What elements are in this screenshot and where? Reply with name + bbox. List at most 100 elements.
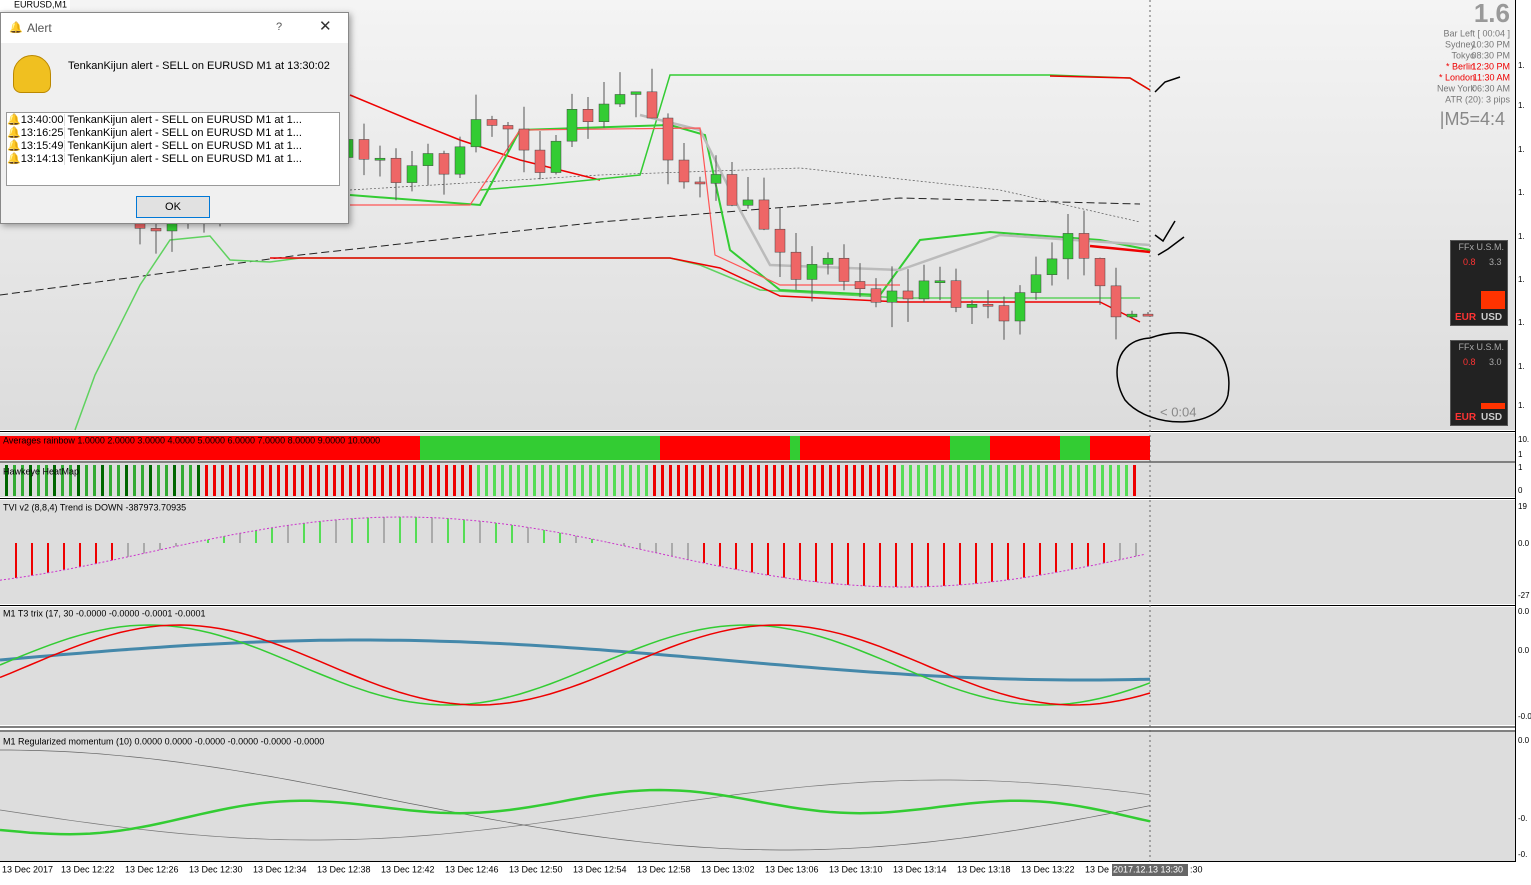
y-axis-label: 1.	[1518, 232, 1525, 241]
session-time: 10:30 PM	[1471, 39, 1510, 49]
rainbow-block	[710, 436, 720, 460]
candle	[806, 264, 818, 280]
rainbow-block	[1090, 436, 1100, 460]
y-axis-label: 1.	[1518, 275, 1525, 284]
candle	[662, 117, 674, 161]
heatmap-bar	[381, 465, 384, 496]
y-axis-label: -0.0	[1518, 712, 1531, 721]
rainbow-block	[50, 436, 60, 460]
heatmap-bar	[837, 465, 840, 496]
y-axis-label: 1.	[1518, 145, 1525, 154]
rainbow-block	[350, 436, 360, 460]
rainbow-block	[880, 436, 890, 460]
alert-list[interactable]: 🔔13:40:00 TenkanKijun alert - SELL on EUR…	[6, 112, 340, 186]
heatmap-bar	[709, 465, 712, 496]
x-axis-label: 13 Dec 12:58	[637, 864, 691, 874]
candle	[998, 305, 1010, 322]
heatmap-bar	[437, 465, 440, 496]
candle	[710, 174, 722, 184]
heatmap-bar	[549, 465, 552, 496]
y-axis-label: -0.	[1518, 814, 1527, 823]
x-axis-label: 13 Dec 12:42	[381, 864, 435, 874]
atr: ATR (20): 3 pips	[1445, 94, 1510, 104]
heatmap-bar	[1045, 465, 1048, 496]
heatmap-bar	[365, 465, 368, 496]
usm-widget: FFx U.S.M. 0.8 3.3 EUR USD	[1450, 240, 1508, 326]
rainbow-block	[160, 436, 170, 460]
heatmap-bar	[621, 465, 624, 496]
candle	[150, 228, 162, 232]
heatmap-bar	[157, 465, 160, 496]
x-tail: :30	[1190, 864, 1203, 874]
ok-button[interactable]: OK	[136, 196, 210, 218]
candle	[870, 288, 882, 303]
heatmap-bar	[653, 465, 656, 496]
heatmap-bar	[509, 465, 512, 496]
widget-quote: USD	[1481, 312, 1503, 323]
heatmap-bar	[69, 465, 72, 496]
x-axis-label: 13 Dec 12:46	[445, 864, 499, 874]
heatmap-bar	[637, 465, 640, 496]
row-time: 13:15:49	[20, 140, 64, 152]
heatmap-bar	[293, 465, 296, 496]
x-axis-label: 13 Dec 13:06	[765, 864, 819, 874]
row-text: TenkanKijun alert - SELL on EURUSD M1 at…	[63, 140, 302, 152]
x-axis-label: 13 Dec 12:30	[189, 864, 243, 874]
heatmap-bar	[813, 465, 816, 496]
rainbow-block	[120, 436, 130, 460]
candle	[966, 304, 978, 308]
rainbow-block	[510, 436, 520, 460]
rainbow-block	[990, 436, 1000, 460]
heatmap-bar	[237, 465, 240, 496]
rainbow-block	[60, 436, 70, 460]
usm-widget: FFx U.S.M. 0.8 3.0 EUR USD	[1450, 340, 1508, 426]
rainbow-block	[170, 436, 180, 460]
heatmap-bar	[933, 465, 936, 496]
heatmap-bar	[965, 465, 968, 496]
y-axis-label: 0.0	[1518, 539, 1530, 548]
rainbow-block	[630, 436, 640, 460]
heatmap-bar	[405, 465, 408, 496]
x-axis-label: 13 Dec 12:54	[573, 864, 627, 874]
bar-time: [ 00:04 ]	[1477, 28, 1510, 38]
indicator-label: TVI v2 (8,8,4) Trend is DOWN -387973.709…	[3, 502, 186, 512]
heatmap-bar	[1093, 465, 1096, 496]
heatmap-bar	[493, 465, 496, 496]
rainbow-block	[520, 436, 530, 460]
heatmap-bar	[397, 465, 400, 496]
candle	[470, 119, 482, 148]
heatmap-bar	[277, 465, 280, 496]
heatmap-bar	[461, 465, 464, 496]
rainbow-block	[800, 436, 810, 460]
heatmap-bar	[149, 465, 152, 496]
rainbow-block	[550, 436, 560, 460]
candle	[950, 280, 962, 308]
heatmap-bar	[261, 465, 264, 496]
rainbow-block	[930, 436, 940, 460]
close-button[interactable]: ✕	[319, 18, 332, 35]
candle	[518, 128, 530, 151]
heatmap-bar	[213, 465, 216, 496]
alert-message: TenkanKijun alert - SELL on EURUSD M1 at…	[68, 60, 330, 72]
heatmap-bar	[589, 465, 592, 496]
heatmap-bar	[133, 465, 136, 496]
help-button[interactable]: ?	[276, 21, 283, 33]
heatmap-bar	[1029, 465, 1032, 496]
heatmap-bar	[445, 465, 448, 496]
heatmap-bar	[45, 465, 48, 496]
heatmap-bar	[189, 465, 192, 496]
heatmap-bar	[685, 465, 688, 496]
mom-gray	[0, 749, 1151, 851]
heatmap-bar	[733, 465, 736, 496]
candle	[630, 91, 642, 95]
heatmap-bar	[165, 465, 168, 496]
rainbow-block	[470, 436, 480, 460]
rainbow-block	[920, 436, 930, 460]
rainbow-block	[970, 436, 980, 460]
row-time: 13:14:13	[20, 153, 64, 165]
heatmap-bar	[1053, 465, 1056, 496]
heatmap-bar	[269, 465, 272, 496]
heatmap-bar	[221, 465, 224, 496]
rainbow-block	[300, 436, 310, 460]
heatmap-bar	[1133, 465, 1136, 496]
